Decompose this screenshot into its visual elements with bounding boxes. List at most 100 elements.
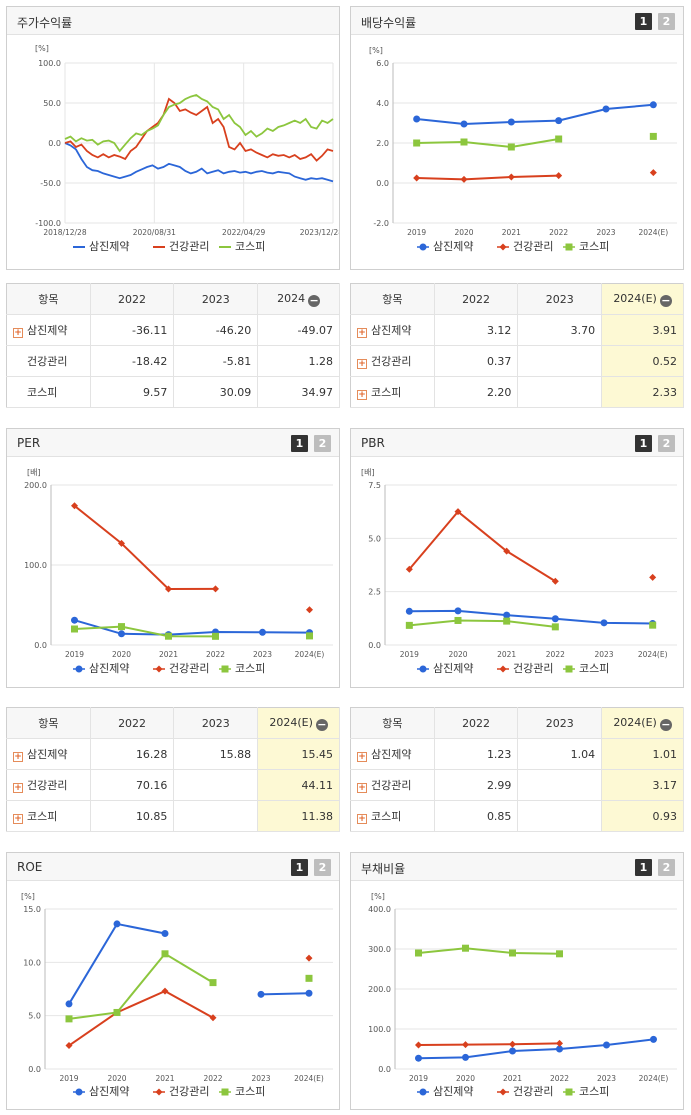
row-label-text: 삼진제약 — [27, 324, 68, 337]
table-row: + 코스피 2.20 2.33 — [350, 376, 684, 408]
row-label: + 코스피 — [350, 376, 435, 408]
page-buttons: 1 2 — [635, 13, 675, 30]
data-point — [71, 625, 78, 633]
expand-icon[interactable]: + — [13, 814, 23, 824]
x-tick-label: 2021 — [497, 650, 516, 659]
dividend-panel: 배당수익률 1 2 [%] 6.0 4.0 2.0 0.0 -2.0 2019 2020 202… — [350, 6, 684, 270]
x-tick-label: 2024(E) — [639, 1074, 669, 1083]
data-point — [71, 502, 78, 510]
data-point — [600, 619, 608, 627]
data-point — [556, 1039, 563, 1047]
expand-icon[interactable]: + — [357, 752, 367, 762]
page-1-button[interactable]: 1 — [291, 435, 308, 452]
page-2-button[interactable]: 2 — [314, 435, 331, 452]
data-point — [509, 949, 516, 957]
series-line — [408, 510, 556, 583]
x-tick-label: 2019 — [400, 650, 419, 659]
page-1-button[interactable]: 1 — [635, 435, 652, 452]
panel-header: ROE 1 2 — [7, 853, 339, 881]
expand-icon[interactable]: + — [357, 359, 367, 369]
cell: -49.07 — [257, 314, 340, 346]
data-point — [649, 101, 657, 109]
expand-icon[interactable]: + — [357, 328, 367, 338]
cell: -36.11 — [90, 314, 175, 346]
x-tick-label: 2022 — [550, 1074, 569, 1083]
data-point — [555, 135, 563, 143]
data-point — [165, 632, 172, 640]
expand-icon[interactable]: + — [13, 783, 23, 793]
x-tick-label: 2021 — [155, 1074, 174, 1083]
y-tick-label: 100.0 — [368, 1025, 391, 1034]
data-point — [603, 1041, 610, 1049]
expand-icon[interactable]: + — [357, 390, 367, 400]
header-col: 2024(E) − — [601, 283, 684, 315]
expand-icon[interactable]: + — [357, 783, 367, 793]
x-tick-label: 2023/12/28 — [300, 228, 339, 237]
expand-icon[interactable]: + — [357, 814, 367, 824]
expand-icon[interactable]: + — [13, 328, 23, 338]
panel-header: PBR 1 2 — [351, 429, 683, 457]
data-point — [65, 1042, 73, 1050]
data-point — [454, 616, 462, 624]
panel-title: 주가수익률 — [17, 16, 73, 30]
header-item: 항목 — [6, 707, 91, 739]
header-col: 2024(E) − — [257, 707, 340, 739]
y-tick-label: 100.0 — [24, 561, 47, 570]
legend-label: 건강관리 — [169, 240, 209, 253]
series-line — [260, 992, 310, 996]
data-point — [462, 1053, 469, 1061]
table-header-row: 항목 2022 2023 2024(E) − — [350, 283, 684, 315]
y-tick-label: -100.0 — [35, 219, 61, 228]
legend-label: 삼진제약 — [89, 1084, 129, 1098]
page-1-button[interactable]: 1 — [291, 859, 308, 876]
y-tick-label: 15.0 — [23, 905, 41, 914]
series-line — [64, 142, 334, 183]
page-2-button[interactable]: 2 — [658, 859, 675, 876]
y-tick-label: 4.0 — [376, 99, 389, 108]
x-tick-label: 2020 — [112, 650, 131, 659]
per-panel: PER 1 2 [배] 200.0 100.0 0.0 2019 2020 2021 2022… — [6, 428, 340, 688]
table-row: + 삼진제약 3.12 3.70 3.91 — [350, 314, 684, 346]
legend-marker — [499, 665, 507, 673]
row-label-text: 건강관리 — [371, 355, 412, 368]
legend-label: 코스피 — [235, 1085, 265, 1098]
page-1-button[interactable]: 1 — [635, 859, 652, 876]
y-tick-label: -50.0 — [40, 179, 61, 188]
y-unit: [배] — [27, 468, 41, 477]
x-tick-label: 2022/04/29 — [222, 228, 265, 237]
data-point — [413, 139, 421, 147]
data-point — [212, 632, 219, 640]
collapse-icon[interactable]: − — [315, 717, 328, 731]
y-tick-label: -2.0 — [373, 219, 389, 228]
x-tick-label: 2020 — [454, 228, 473, 237]
cell: 9.57 — [90, 376, 175, 408]
x-tick-label: 2021 — [502, 228, 521, 237]
x-tick-label: 2019 — [409, 1074, 428, 1083]
series-line — [73, 505, 216, 591]
collapse-icon[interactable]: − — [659, 717, 672, 731]
legend-label: 코스피 — [235, 662, 265, 675]
cell: 2.20 — [434, 376, 519, 408]
data-point — [650, 1035, 657, 1043]
data-point — [65, 1000, 73, 1008]
cell — [517, 345, 603, 377]
data-point — [306, 606, 313, 614]
cell: 2.33 — [601, 376, 684, 408]
page-1-button[interactable]: 1 — [635, 13, 652, 30]
expand-icon[interactable]: + — [13, 752, 23, 762]
x-tick-label: 2018/12/28 — [43, 228, 86, 237]
page-2-button[interactable]: 2 — [314, 859, 331, 876]
data-point — [71, 616, 78, 624]
row-label-text: 건강관리 — [27, 355, 68, 368]
cell: 10.85 — [90, 800, 175, 832]
collapse-icon[interactable]: − — [308, 293, 321, 307]
legend-marker — [419, 1088, 427, 1096]
collapse-icon[interactable]: − — [659, 293, 672, 307]
page-2-button[interactable]: 2 — [658, 435, 675, 452]
legend-marker — [75, 665, 83, 673]
row-label: + 삼진제약 — [350, 314, 435, 346]
cell: 0.85 — [434, 800, 519, 832]
page-buttons: 1 2 — [635, 435, 675, 452]
page-2-button[interactable]: 2 — [658, 13, 675, 30]
